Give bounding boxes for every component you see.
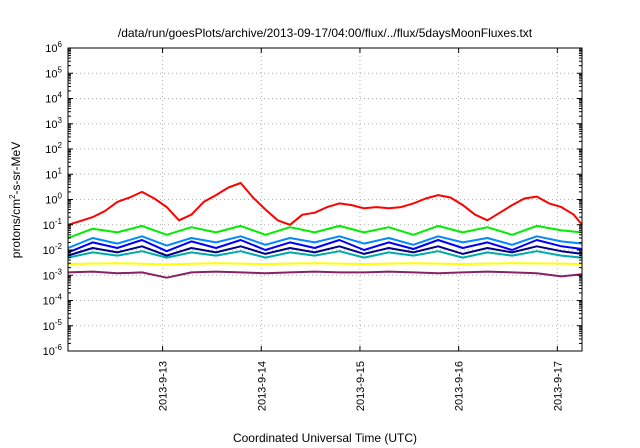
series-line-1 — [67, 182, 583, 226]
x-tick-label: 2013-9-17 — [552, 361, 564, 411]
y-tick-label: 102 — [45, 141, 62, 156]
y-tick-label: 103 — [45, 116, 62, 131]
x-tick-label: 2013-9-13 — [158, 361, 170, 411]
series-line-8 — [67, 270, 583, 279]
y-axis-label-rest: -s-sr-MeV — [9, 142, 23, 195]
chart-title: /data/run/goesPlots/archive/2013-09-17/0… — [118, 26, 533, 40]
y-tick-label: 101 — [45, 166, 62, 181]
x-tick-label: 2013-9-16 — [454, 361, 466, 411]
y-tick-label: 10-4 — [43, 293, 63, 308]
y-axis-label-sup: 2 — [8, 194, 17, 199]
y-tick-label: 10-2 — [43, 242, 63, 257]
y-tick-label: 106 — [45, 40, 62, 55]
x-tick-label: 2013-9-15 — [355, 361, 367, 411]
series-line-2 — [67, 224, 583, 239]
y-axis-label: protons/cm2-s-sr-MeV — [8, 142, 23, 258]
series-layer — [67, 182, 583, 279]
y-tick-label: 10-1 — [43, 217, 63, 232]
y-tick-label: 10-6 — [43, 343, 63, 358]
y-axis-ticks: 106 105 104 103 102 101 100 10-1 10-2 10-3 10-4 10-… — [43, 40, 582, 358]
y-tick-label: 100 — [45, 192, 62, 207]
y-tick-label: 104 — [45, 91, 62, 106]
series-line-7 — [67, 262, 583, 266]
series-line-6 — [67, 245, 583, 257]
x-tick-label: 2013-9-14 — [256, 361, 268, 411]
series-line-3 — [67, 235, 583, 249]
x-axis-label: Coordinated Universal Time (UTC) — [233, 431, 417, 445]
y-tick-label: 10-5 — [43, 318, 63, 333]
y-tick-label: 10-3 — [43, 267, 63, 282]
x-axis-ticks: 2013-9-13 2013-9-14 2013-9-15 2013-9-16 2013… — [158, 48, 564, 411]
y-tick-label: 105 — [45, 65, 62, 80]
y-axis-label-base: protons/cm — [9, 199, 23, 258]
series-line-5 — [67, 250, 583, 259]
series-line-4 — [67, 239, 583, 254]
